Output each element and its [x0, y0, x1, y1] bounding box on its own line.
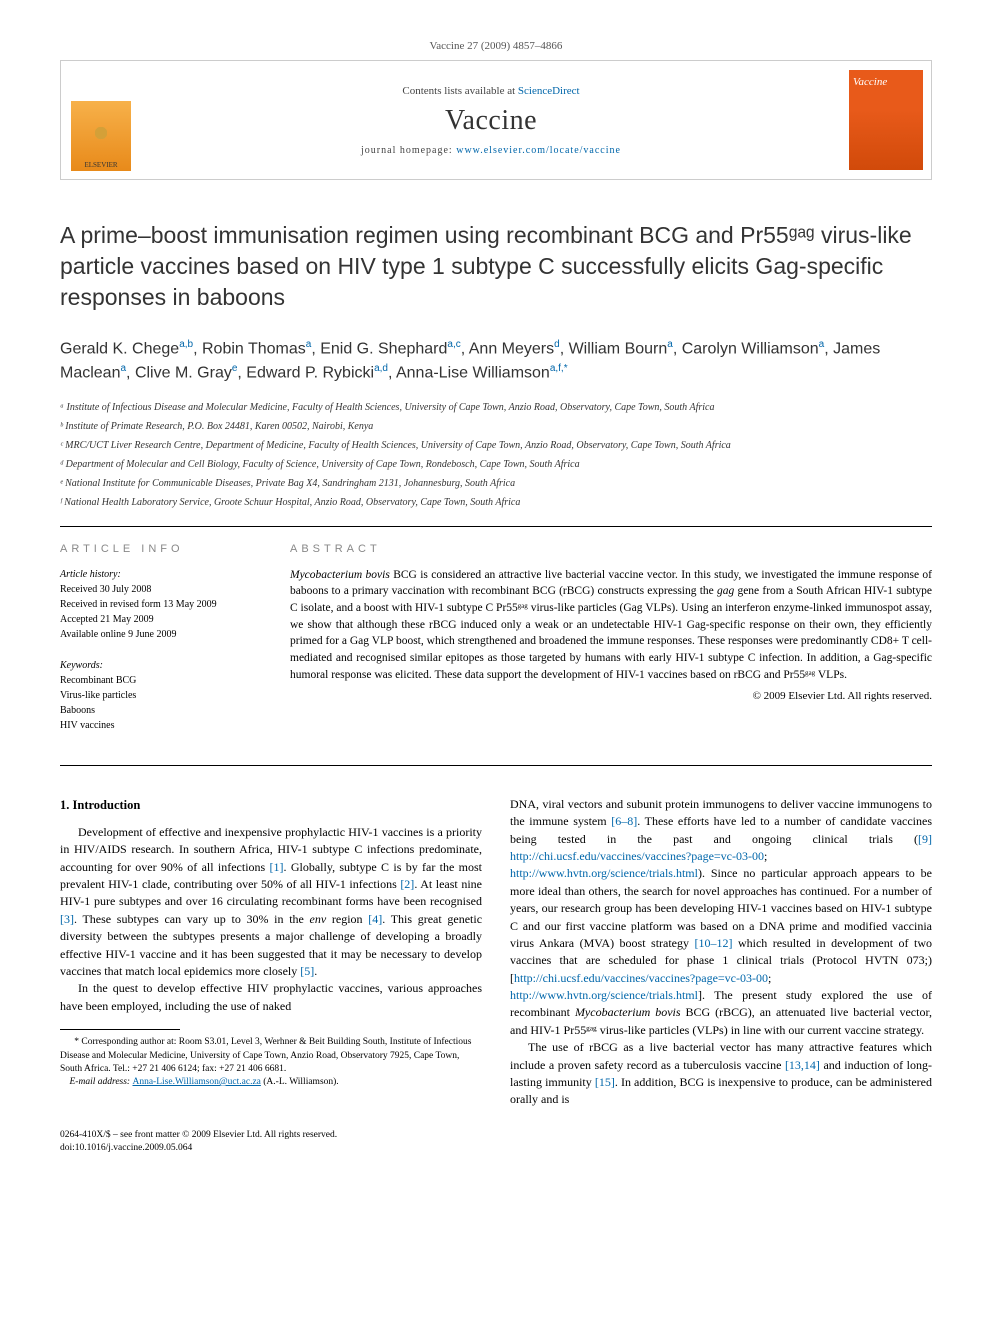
- keyword: Virus-like particles: [60, 688, 260, 703]
- elsevier-logo: ELSEVIER: [71, 101, 131, 171]
- keywords-block: Keywords: Recombinant BCGVirus-like part…: [60, 658, 260, 733]
- homepage-link[interactable]: www.elsevier.com/locate/vaccine: [456, 145, 621, 156]
- footer-doi: doi:10.1016/j.vaccine.2009.05.064: [60, 1142, 932, 1155]
- keyword: HIV vaccines: [60, 718, 260, 733]
- abstract-text: Mycobacterium bovis BCG is considered an…: [290, 567, 932, 684]
- email-link[interactable]: Anna-Lise.Williamson@uct.ac.za: [132, 1077, 260, 1087]
- history-label: Article history:: [60, 567, 260, 582]
- page-footer: 0264-410X/$ – see front matter © 2009 El…: [60, 1129, 932, 1156]
- history-line: Received in revised form 13 May 2009: [60, 597, 260, 612]
- cover-title: Vaccine: [853, 76, 919, 88]
- journal-name: Vaccine: [445, 105, 537, 137]
- publisher-name: ELSEVIER: [84, 161, 117, 169]
- elsevier-tree-icon: [81, 117, 121, 157]
- article-history: Article history: Received 30 July 2008Re…: [60, 567, 260, 642]
- keyword: Recombinant BCG: [60, 673, 260, 688]
- body-paragraph: DNA, viral vectors and subunit protein i…: [510, 796, 932, 1039]
- section-heading: 1. Introduction: [60, 796, 482, 814]
- article-info-header: ARTICLE INFO: [60, 543, 260, 555]
- author-list: Gerald K. Chegea,b, Robin Thomasa, Enid …: [60, 337, 932, 386]
- section-number: 1.: [60, 798, 69, 812]
- footnote-divider: [60, 1029, 180, 1030]
- article-title: A prime–boost immunisation regimen using…: [60, 220, 932, 313]
- body-paragraph: The use of rBCG as a live bacterial vect…: [510, 1039, 932, 1109]
- affiliation: ᵇ Institute of Primate Research, P.O. Bo…: [60, 419, 932, 434]
- affiliation: ᶜ MRC/UCT Liver Research Centre, Departm…: [60, 438, 932, 453]
- contents-prefix: Contents lists available at: [402, 85, 517, 97]
- keywords-label: Keywords:: [60, 658, 260, 673]
- affiliation: ᵈ Department of Molecular and Cell Biolo…: [60, 457, 932, 472]
- section-title: Introduction: [73, 798, 141, 812]
- history-line: Received 30 July 2008: [60, 582, 260, 597]
- history-line: Available online 9 June 2009: [60, 627, 260, 642]
- divider: [60, 765, 932, 766]
- body-column-left: 1. Introduction Development of effective…: [60, 796, 482, 1109]
- footer-copyright: 0264-410X/$ – see front matter © 2009 El…: [60, 1129, 932, 1142]
- footnote-email: E-mail address: Anna-Lise.Williamson@uct…: [60, 1076, 482, 1089]
- footnote-text: * Corresponding author at: Room S3.01, L…: [60, 1036, 482, 1076]
- contents-line: Contents lists available at ScienceDirec…: [402, 85, 579, 97]
- affiliation: ᵉ National Institute for Communicable Di…: [60, 476, 932, 491]
- history-line: Accepted 21 May 2009: [60, 612, 260, 627]
- keyword: Baboons: [60, 703, 260, 718]
- sciencedirect-link[interactable]: ScienceDirect: [518, 85, 580, 97]
- body-paragraph: In the quest to develop effective HIV pr…: [60, 980, 482, 1015]
- affiliation: ᵃ Institute of Infectious Disease and Mo…: [60, 400, 932, 415]
- publisher-logo-slot: ELSEVIER: [61, 61, 141, 179]
- corresponding-footnote: * Corresponding author at: Room S3.01, L…: [60, 1036, 482, 1089]
- email-label: E-mail address:: [70, 1077, 133, 1087]
- body-column-right: DNA, viral vectors and subunit protein i…: [510, 796, 932, 1109]
- header-citation: Vaccine 27 (2009) 4857–4866: [60, 40, 932, 52]
- body-paragraph: Development of effective and inexpensive…: [60, 824, 482, 981]
- abstract-header: ABSTRACT: [290, 543, 932, 555]
- journal-banner: ELSEVIER Contents lists available at Sci…: [60, 60, 932, 180]
- homepage-prefix: journal homepage:: [361, 145, 456, 156]
- email-suffix: (A.-L. Williamson).: [261, 1077, 339, 1087]
- journal-cover-thumb: Vaccine: [849, 70, 923, 170]
- homepage-line: journal homepage: www.elsevier.com/locat…: [361, 145, 621, 156]
- affiliation: ᶠ National Health Laboratory Service, Gr…: [60, 495, 932, 510]
- divider: [60, 526, 932, 527]
- abstract-copyright: © 2009 Elsevier Ltd. All rights reserved…: [290, 690, 932, 702]
- cover-slot: Vaccine: [841, 61, 931, 179]
